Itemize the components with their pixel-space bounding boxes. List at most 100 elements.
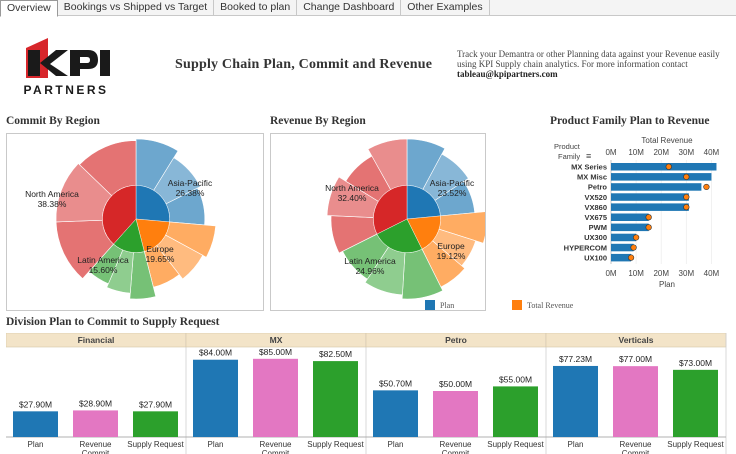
- division-panel-financial: Financial $27.90M Plan $28.90M RevenueCommit…: [6, 333, 187, 454]
- tab-booked-to-plan[interactable]: Booked to plan: [214, 0, 298, 16]
- revenue-pie-panel: Asia-Pacific 23.52% Europe 19.12% Latin Amer…: [270, 133, 488, 311]
- division-value-label: $50.70M: [379, 378, 412, 388]
- slice-pct-latin-america: 24.96%: [356, 266, 385, 276]
- legend-plan: Plan: [425, 299, 454, 311]
- division-bar-plan[interactable]: [13, 411, 58, 437]
- pie-slice-latin-america[interactable]: [88, 218, 157, 300]
- revenue-marker-vx675[interactable]: [645, 214, 652, 221]
- plan-bar-vx520[interactable]: [611, 193, 689, 201]
- division-panel-verticals: Verticals $77.23M Plan $77.00M RevenueCommit…: [545, 333, 727, 454]
- pie-slice-europe[interactable]: [406, 211, 488, 288]
- plan-bar-petro[interactable]: [611, 183, 702, 191]
- product-label-vx860: VX860: [584, 203, 607, 212]
- division-value-label: $28.90M: [79, 398, 112, 408]
- division-name: Verticals: [619, 335, 654, 345]
- pie-slice-asia-pacific[interactable]: [406, 138, 476, 220]
- division-bar-plan[interactable]: [373, 390, 418, 437]
- plan-bar-mx-misc[interactable]: [611, 173, 712, 181]
- revenue-marker-vx520[interactable]: [683, 193, 690, 201]
- division-value-label: $77.00M: [619, 354, 652, 364]
- pie-core-segment[interactable]: [102, 185, 137, 245]
- top-tick-label: 10M: [628, 148, 644, 157]
- pie-core-segment[interactable]: [373, 185, 408, 235]
- slice-label-north-america: North America: [325, 183, 379, 193]
- revenue-marker-hypercom[interactable]: [630, 244, 637, 251]
- product-label-petro: Petro: [588, 183, 608, 192]
- division-bar-revenue-commit[interactable]: [73, 410, 118, 437]
- division-category-label: Plan: [567, 440, 583, 449]
- commit-pie-panel: Asia-Pacific 26.38% Europe 19.65% Latin Amer…: [6, 133, 264, 311]
- plan-bar-vx675[interactable]: [611, 213, 649, 222]
- top-tick-label: 0M: [605, 148, 616, 157]
- legend-revenue-swatch: [512, 300, 522, 310]
- division-bar-supply-request[interactable]: [313, 361, 358, 437]
- revenue-marker-vx860[interactable]: [683, 204, 690, 211]
- tab-change-dashboard[interactable]: Change Dashboard: [297, 0, 402, 16]
- plan-bar-mx-series[interactable]: [611, 163, 717, 171]
- intro-description: Track your Demantra or other Planning da…: [457, 49, 720, 69]
- tab-bar: Overview Bookings vs Shipped vs Target B…: [0, 0, 736, 17]
- revenue-marker-ux100[interactable]: [627, 254, 635, 261]
- tab-bookings-vs-shipped[interactable]: Bookings vs Shipped vs Target: [58, 0, 215, 16]
- division-bar-plan[interactable]: [553, 365, 598, 437]
- slice-pct-europe: 19.65%: [146, 254, 175, 264]
- slice-pct-europe: 19.12%: [437, 251, 466, 261]
- plan-bar-ux300[interactable]: [611, 233, 637, 242]
- row-header-product: Product: [554, 142, 581, 151]
- bottom-axis-title: Plan: [659, 280, 675, 289]
- division-bar-plan[interactable]: [193, 359, 238, 437]
- slice-label-latin-america: Latin America: [77, 255, 129, 265]
- kpi-partners-logo: PARTNERS: [23, 38, 110, 97]
- dashboard-title: Supply Chain Plan, Commit and Revenue: [175, 57, 433, 72]
- tab-other-examples[interactable]: Other Examples: [401, 0, 490, 16]
- revenue-marker-pwm[interactable]: [645, 224, 652, 231]
- division-value-label: $77.23M: [559, 354, 592, 364]
- division-bar-supply-request[interactable]: [673, 369, 718, 437]
- division-bar-revenue-commit[interactable]: [613, 366, 658, 437]
- division-category-label: Supply Request: [487, 440, 544, 449]
- pie-slice-latin-america[interactable]: [342, 218, 444, 300]
- top-tick-label: 20M: [653, 148, 669, 157]
- division-bar-supply-request[interactable]: [493, 386, 538, 437]
- slice-label-asia-pacific: Asia-Pacific: [430, 178, 475, 188]
- division-category-label: Plan: [27, 440, 43, 449]
- intro-text: Track your Demantra or other Planning da…: [457, 49, 732, 79]
- division-category-label: Plan: [207, 440, 223, 449]
- division-name: MX: [270, 335, 283, 345]
- revenue-marker-petro[interactable]: [703, 183, 710, 191]
- pie-slice-asia-pacific[interactable]: [135, 138, 206, 226]
- bottom-tick-label: 0M: [605, 269, 616, 278]
- tab-overview[interactable]: Overview: [0, 0, 58, 17]
- division-title: Division Plan to Commit to Supply Reques…: [6, 316, 220, 328]
- division-value-label: $55.00M: [499, 374, 532, 384]
- plan-bar-vx860[interactable]: [611, 203, 689, 211]
- pie-slice-europe[interactable]: [135, 218, 217, 288]
- revenue-marker-ux300[interactable]: [633, 234, 640, 241]
- slice-label-europe: Europe: [437, 241, 465, 251]
- pie-slice-north-america[interactable]: [55, 140, 137, 280]
- slice-pct-asia-pacific: 23.52%: [438, 188, 467, 198]
- top-tick-label: 30M: [679, 148, 695, 157]
- division-bar-revenue-commit[interactable]: [433, 391, 478, 437]
- revenue-marker-mx-misc[interactable]: [683, 173, 690, 180]
- plan-bar-pwm[interactable]: [611, 223, 649, 232]
- division-bar-supply-request[interactable]: [133, 411, 178, 437]
- pie-slice-north-america[interactable]: [326, 138, 408, 254]
- contact-email[interactable]: tableau@kpipartners.com: [457, 69, 558, 79]
- division-category-label: Supply Request: [307, 440, 364, 449]
- plan-bar-ux100[interactable]: [611, 253, 632, 262]
- bottom-tick-label: 10M: [628, 269, 644, 278]
- division-value-label: $82.50M: [319, 349, 352, 359]
- plan-bar-hypercom[interactable]: [611, 243, 634, 252]
- division-bar-chart[interactable]: Financial$27.90MPlan$28.90MRevenueCommit…: [6, 333, 736, 454]
- revenue-marker-mx-series[interactable]: [665, 163, 672, 170]
- sort-icon[interactable]: ≡: [586, 151, 591, 161]
- slice-label-latin-america: Latin America: [344, 256, 396, 266]
- division-category-label: Commit: [262, 449, 290, 454]
- division-bar-revenue-commit[interactable]: [253, 358, 298, 437]
